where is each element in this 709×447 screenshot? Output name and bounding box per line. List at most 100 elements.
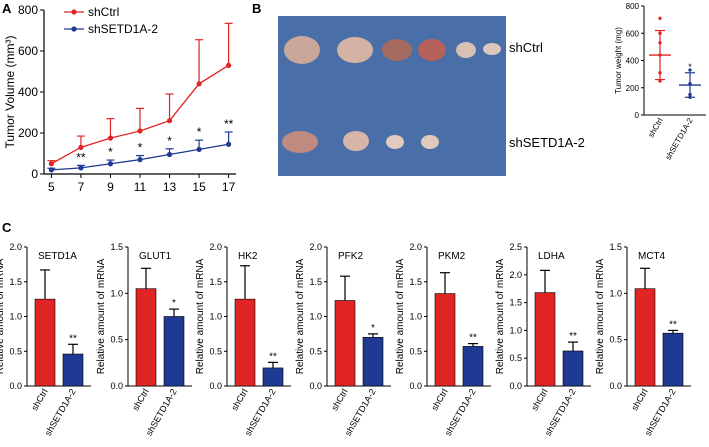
legend-label-shsetd1a: shSETD1A-2 bbox=[88, 22, 158, 36]
significance-marker: ** bbox=[224, 117, 234, 131]
y-axis-title: Relative amount of mRNA bbox=[195, 258, 206, 374]
data-point-shctrl bbox=[48, 161, 54, 167]
data-point-shsetd1a bbox=[196, 146, 202, 152]
y-axis-title: Tumor weight (mg) bbox=[614, 27, 623, 94]
x-tick-label: 9 bbox=[107, 180, 114, 194]
y-tick-label: 800 bbox=[18, 3, 38, 17]
tumor-weight-chart: 0 200 400 600 800 Tumor weight (mg) shCtrlshSE… bbox=[614, 2, 706, 161]
tumor-row-shctrl bbox=[284, 36, 501, 64]
y-tick-label: 1.0 bbox=[110, 288, 123, 298]
bar-shctrl bbox=[234, 298, 256, 387]
y-tick-label: 1.5 bbox=[609, 242, 622, 252]
tumor-specimen bbox=[282, 131, 318, 153]
y-tick-label: 800 bbox=[626, 2, 640, 11]
y-tick-label: 2.0 bbox=[309, 242, 322, 252]
scatter-point-shsetd1a bbox=[688, 95, 692, 99]
y-tick-label: 2.0 bbox=[409, 242, 422, 252]
scatter-point-shctrl bbox=[658, 31, 662, 35]
y-tick-label: 0.5 bbox=[609, 335, 622, 345]
panel-label-b: B bbox=[252, 1, 261, 16]
y-tick-label: 1.0 bbox=[309, 312, 322, 322]
x-category-label-shctrl: shCtrl bbox=[329, 387, 349, 412]
legend-marker-shctrl bbox=[71, 9, 77, 15]
data-point-shsetd1a bbox=[226, 141, 232, 147]
x-tick-label: 5 bbox=[48, 180, 55, 194]
tumor-specimen bbox=[386, 135, 404, 149]
bar-shctrl bbox=[534, 292, 556, 387]
scatter-point-shsetd1a bbox=[688, 81, 692, 86]
photo-label-shsetd1a: shSETD1A-2 bbox=[509, 135, 585, 150]
y-tick-label: 1.0 bbox=[9, 312, 22, 322]
bar-shctrl bbox=[34, 298, 56, 387]
panel-label-c: C bbox=[2, 220, 12, 235]
significance-marker: ** bbox=[76, 150, 86, 164]
scatter-point-shsetd1a bbox=[688, 68, 692, 72]
photo-label-shctrl: shCtrl bbox=[509, 40, 543, 55]
y-tick-label: 1.5 bbox=[209, 277, 222, 287]
significance-marker: ** bbox=[469, 333, 477, 344]
bar-shsetd1a bbox=[163, 316, 185, 387]
x-category-label-shctrl: shCtrl bbox=[130, 387, 150, 412]
x-category-label-shsetd1a: shSETD1A-2 bbox=[664, 116, 695, 161]
y-tick-label: 1.0 bbox=[209, 312, 222, 322]
y-tick-label: 0.0 bbox=[309, 381, 322, 391]
tumor-specimen bbox=[483, 43, 501, 55]
x-tick-label: 17 bbox=[222, 180, 236, 194]
y-tick-label: 0.5 bbox=[409, 346, 422, 356]
chart-title: HK2 bbox=[238, 251, 258, 262]
tumor-specimen bbox=[456, 42, 476, 58]
significance-marker: * bbox=[172, 298, 176, 309]
y-axis-title: Relative amount of mRNA bbox=[595, 258, 606, 374]
y-axis-title: Tumor Volume (mm³) bbox=[3, 36, 17, 149]
tumor-specimen bbox=[284, 36, 320, 64]
bar-shctrl bbox=[634, 288, 656, 387]
y-tick-label: 400 bbox=[18, 85, 38, 99]
y-tick-label: 400 bbox=[626, 57, 640, 66]
data-point-shctrl bbox=[196, 81, 202, 87]
tumor-specimen bbox=[382, 39, 412, 61]
y-tick-label: 0.5 bbox=[110, 335, 123, 345]
y-tick-label: 0.0 bbox=[409, 381, 422, 391]
y-axis-title: Relative amount of mRNA bbox=[96, 258, 107, 374]
y-tick-label: 0.5 bbox=[209, 346, 222, 356]
y-tick-label: 1.5 bbox=[409, 277, 422, 287]
y-axis-title: Relative amount of mRNA bbox=[395, 258, 406, 374]
bar-shctrl bbox=[334, 300, 356, 387]
significance-marker: * bbox=[197, 125, 202, 139]
bar-shsetd1a bbox=[362, 337, 384, 387]
y-tick-label: 1.5 bbox=[110, 242, 123, 252]
y-tick-label: 1.5 bbox=[309, 277, 322, 287]
y-tick-label: 600 bbox=[18, 44, 38, 58]
y-axis-title: Relative amount of mRNA bbox=[295, 258, 306, 374]
y-tick-label: 0 bbox=[635, 111, 640, 120]
y-tick-label: 200 bbox=[626, 84, 640, 93]
significance-marker: ** bbox=[669, 319, 677, 330]
x-tick-label: 15 bbox=[192, 180, 206, 194]
data-point-shctrl bbox=[137, 128, 143, 134]
chart-title: LDHA bbox=[538, 251, 565, 262]
significance-marker: ** bbox=[269, 351, 277, 362]
tumor-specimen bbox=[421, 135, 439, 149]
bar-shctrl bbox=[135, 288, 157, 387]
data-point-shsetd1a bbox=[48, 167, 54, 173]
tumor-specimen bbox=[337, 37, 373, 63]
significance-marker: * bbox=[167, 134, 172, 148]
y-tick-label: 200 bbox=[18, 126, 38, 140]
data-point-shsetd1a bbox=[107, 161, 114, 167]
y-tick-label: 0.0 bbox=[509, 381, 522, 391]
y-axis-title: Relative amount of mRNA bbox=[0, 258, 6, 374]
legend-marker-shsetd1a bbox=[71, 26, 77, 32]
chart-title: SETD1A bbox=[38, 251, 77, 262]
tumor-volume-chart: 0 200 400 600 800 5 7 9 11 13 15 17 Tumor Volume (mm… bbox=[3, 3, 236, 194]
tumor-specimen bbox=[418, 39, 446, 61]
chart-title: PKM2 bbox=[438, 251, 466, 262]
x-category-label-shctrl: shCtrl bbox=[629, 387, 649, 412]
y-tick-label: 1.5 bbox=[509, 298, 522, 308]
scatter-point-shctrl bbox=[658, 79, 662, 83]
x-category-label-shctrl: shCtrl bbox=[429, 387, 449, 412]
